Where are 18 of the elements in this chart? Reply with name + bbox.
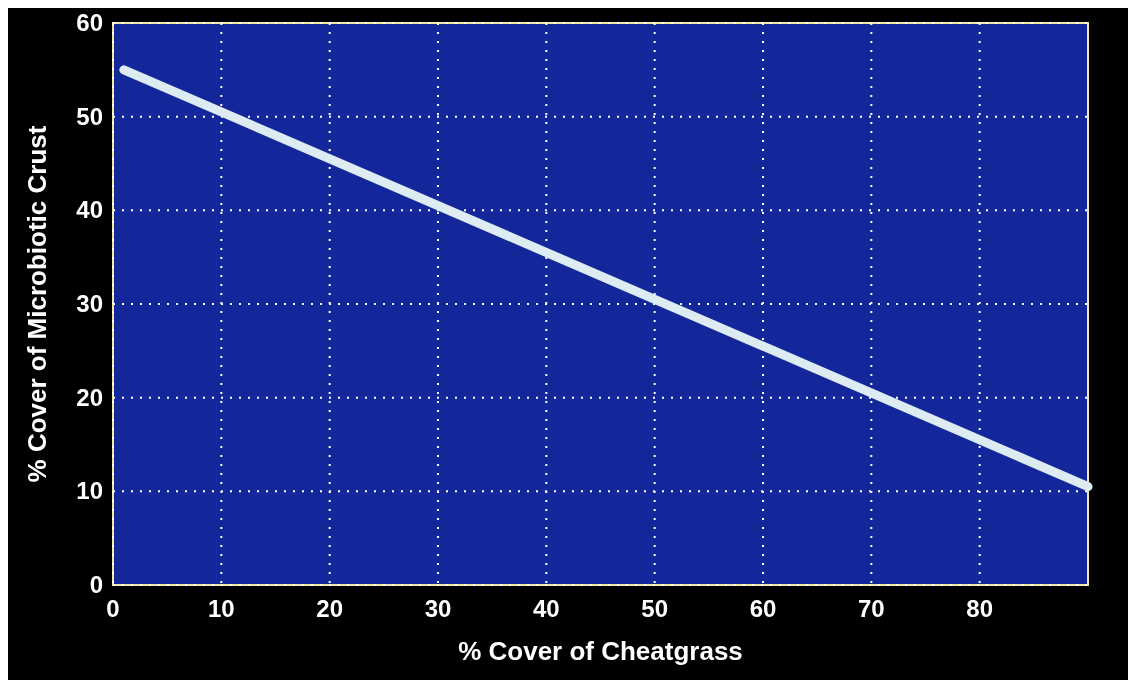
y-tick-label: 40 xyxy=(76,196,103,224)
y-tick-label: 10 xyxy=(76,477,103,505)
x-tick-label: 70 xyxy=(857,595,885,622)
y-tick-label: 0 xyxy=(89,571,103,598)
y-tick-label: 60 xyxy=(76,9,103,36)
y-tick-label: 50 xyxy=(76,102,103,130)
x-tick-label: 10 xyxy=(207,595,235,622)
x-tick-label: 40 xyxy=(532,595,560,622)
y-tick-label: 30 xyxy=(76,290,103,317)
y-tick-label: 20 xyxy=(76,383,103,411)
x-tick-label: 80 xyxy=(966,595,994,622)
x-tick-label: 20 xyxy=(316,595,344,622)
x-tick-label: 50 xyxy=(641,595,669,622)
x-tick-label: 60 xyxy=(749,595,777,622)
x-tick-label: 0 xyxy=(106,595,120,622)
x-axis-title: % Cover of Cheatgrass xyxy=(458,636,743,666)
x-tick-label: 30 xyxy=(424,595,452,622)
y-axis-title: % Cover of Microbiotic Crust xyxy=(22,125,52,483)
